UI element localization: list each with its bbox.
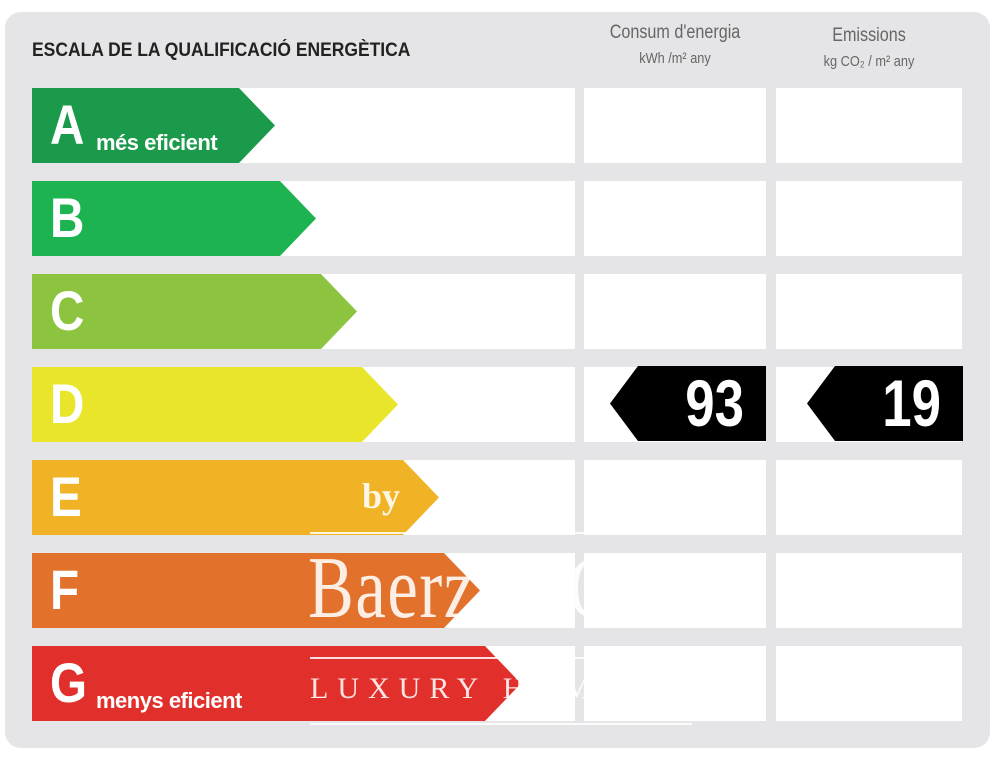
emissions-cell [776,181,962,256]
emissions-value: 19 [881,366,941,440]
grade-arrow-c: C [32,274,357,349]
energy-header-label: Consum d'energia [609,22,741,43]
energy-cell [584,88,766,163]
energy-value: 93 [684,366,744,440]
emissions-cell [776,274,962,349]
energy-cell [584,460,766,535]
grade-letter: F [50,558,80,621]
grade-letter: D [50,372,85,435]
grade-letter: C [50,279,85,342]
watermark-rule [310,723,692,725]
grade-arrow-b: B [32,181,316,256]
energy-cell [584,553,766,628]
energy-cell [584,181,766,256]
grade-letter: A [50,93,85,156]
watermark-brand: Baerz & Co [308,540,652,637]
watermark-rule [310,657,692,659]
grade-caption: més eficient [96,130,218,155]
watermark-tagline: LUXURY HOMES [310,672,653,705]
energy-header-unit: kWh /m² any [639,50,711,67]
emissions-header-label: Emissions [832,25,906,46]
emissions-header-unit: kg CO₂ / m² any [823,53,915,70]
emissions-rating-marker: 19 [807,366,963,441]
emissions-column-header: Emissions kg CO₂ / m² any [790,25,948,70]
grade-letter: G [50,651,88,714]
emissions-cell [776,553,962,628]
watermark-rule [310,532,692,534]
grade-arrow-d: D [32,367,398,442]
emissions-cell [776,88,962,163]
emissions-cell [776,646,962,721]
emissions-cell [776,460,962,535]
grade-arrow-f: F [32,553,480,628]
watermark-by: by [362,476,401,516]
grade-arrow-a: A més eficient [32,88,275,163]
grade-arrow-e: E [32,460,439,535]
grade-caption: menys eficient [96,688,242,713]
energy-rating-marker: 93 [610,366,766,441]
energy-column-header: Consum d'energia kWh /m² any [598,22,753,67]
grade-letter: B [50,186,85,249]
grade-letter: E [50,465,82,528]
label-title: ESCALA DE LA QUALIFICACIÓ ENERGÈTICA [32,40,411,61]
energy-cell [584,274,766,349]
